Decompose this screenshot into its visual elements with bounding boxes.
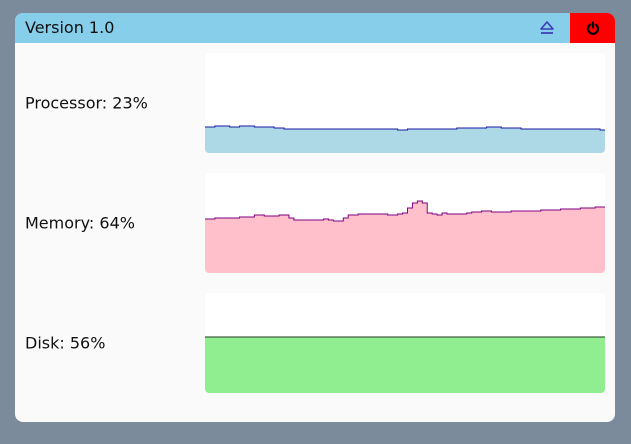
memory-usage-line [205, 200, 605, 222]
eject-button[interactable] [535, 17, 559, 39]
cpu-usage-area [205, 126, 605, 153]
disk-row: Disk: 56% [15, 293, 615, 393]
disk-graph [205, 293, 605, 393]
memory-label: Memory: 64% [25, 213, 135, 233]
cpu-usage-line [205, 125, 605, 131]
memory-usage-area [205, 201, 605, 273]
processor-row: Processor: 23% [15, 53, 615, 153]
memory-graph [205, 173, 605, 273]
processor-label: Processor: 23% [25, 93, 148, 113]
disk-label: Disk: 56% [25, 333, 106, 353]
eject-icon [540, 21, 554, 34]
app-window: Version 1.0 Processor: 23% Memory: 64% D… [15, 13, 615, 422]
power-icon [586, 21, 599, 35]
power-button[interactable] [570, 13, 615, 43]
memory-row: Memory: 64% [15, 173, 615, 273]
window-title: Version 1.0 [25, 18, 115, 37]
processor-graph [205, 53, 605, 153]
title-bar[interactable]: Version 1.0 [15, 13, 615, 43]
disk-usage-area [205, 337, 605, 393]
